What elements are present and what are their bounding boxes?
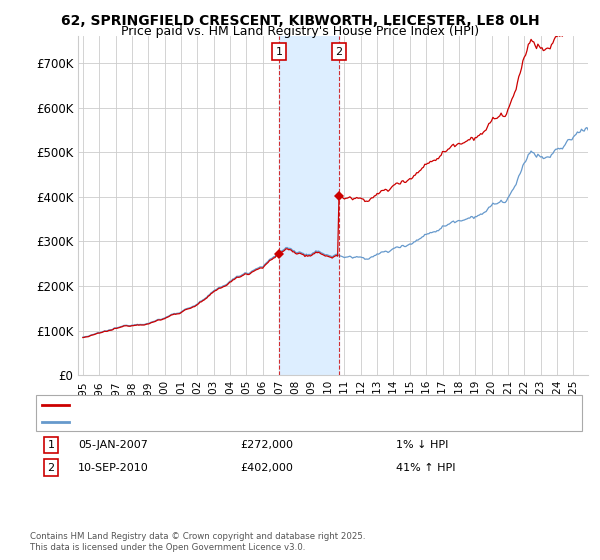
Text: 1% ↓ HPI: 1% ↓ HPI [396, 440, 448, 450]
Text: 62, SPRINGFIELD CRESCENT, KIBWORTH, LEICESTER, LE8 0LH: 62, SPRINGFIELD CRESCENT, KIBWORTH, LEIC… [61, 14, 539, 28]
Text: 1: 1 [47, 440, 55, 450]
Text: £272,000: £272,000 [240, 440, 293, 450]
Text: Contains HM Land Registry data © Crown copyright and database right 2025.
This d: Contains HM Land Registry data © Crown c… [30, 532, 365, 552]
Text: 05-JAN-2007: 05-JAN-2007 [78, 440, 148, 450]
Text: 41% ↑ HPI: 41% ↑ HPI [396, 463, 455, 473]
Text: HPI: Average price, detached house, Harborough: HPI: Average price, detached house, Harb… [72, 417, 327, 427]
Text: 2: 2 [335, 46, 343, 57]
Text: 10-SEP-2010: 10-SEP-2010 [78, 463, 149, 473]
Bar [279, 36, 339, 375]
Text: Price paid vs. HM Land Registry's House Price Index (HPI): Price paid vs. HM Land Registry's House … [121, 25, 479, 38]
Text: 1: 1 [275, 46, 283, 57]
Text: £402,000: £402,000 [240, 463, 293, 473]
Text: 2: 2 [47, 463, 55, 473]
Text: 62, SPRINGFIELD CRESCENT, KIBWORTH, LEICESTER, LE8 0LH (detached house): 62, SPRINGFIELD CRESCENT, KIBWORTH, LEIC… [72, 400, 487, 410]
